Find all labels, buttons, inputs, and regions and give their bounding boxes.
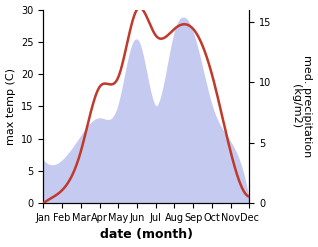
Y-axis label: max temp (C): max temp (C) (5, 68, 16, 145)
X-axis label: date (month): date (month) (100, 228, 193, 242)
Y-axis label: med. precipitation
(kg/m2): med. precipitation (kg/m2) (291, 55, 313, 158)
